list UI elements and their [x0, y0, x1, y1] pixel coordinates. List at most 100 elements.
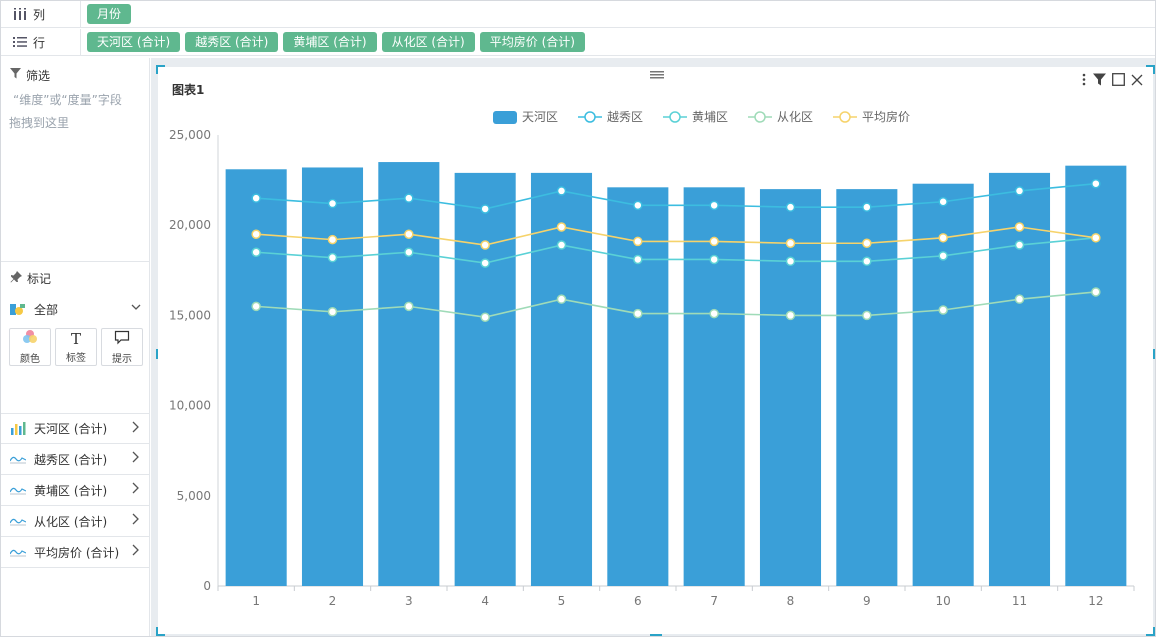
- point-从化区-8: [785, 310, 796, 321]
- point-黄埔区-3: [404, 247, 414, 258]
- legend-label-平均房价: 平均房价: [862, 109, 910, 124]
- bar-天河区-11: [988, 172, 1051, 586]
- row-pill-tianhe[interactable]: 天河区 (合计): [87, 32, 181, 52]
- point-平均房价-1: [251, 229, 261, 239]
- chevron-right-icon: [130, 451, 140, 466]
- row-pill-yuexiu[interactable]: 越秀区 (合计): [185, 32, 279, 52]
- chevron-right-icon: [130, 544, 140, 559]
- mark-buttons: 颜色 T 标签 提示: [9, 328, 143, 366]
- bar-天河区-4: [454, 172, 516, 586]
- resize-handle-left[interactable]: [156, 349, 158, 359]
- y-tick-label: 0: [203, 579, 211, 593]
- resize-handle-bottom-left[interactable]: [156, 627, 165, 636]
- bar-天河区-9: [836, 189, 898, 586]
- point-越秀区-8: [785, 202, 796, 212]
- filter-icon[interactable]: [1093, 73, 1106, 90]
- resize-handle-bottom[interactable]: [650, 634, 662, 636]
- chart-toolbar: [1081, 73, 1143, 90]
- resize-handle-top-left[interactable]: [156, 65, 165, 74]
- legend-swatch-天河区: [493, 111, 517, 124]
- line-chart-icon: [10, 516, 26, 526]
- series-item-conghua[interactable]: 从化区 (合计): [1, 506, 149, 537]
- x-tick-label: 8: [787, 594, 795, 608]
- row-pill-huangpu[interactable]: 黄埔区 (合计): [283, 32, 377, 52]
- series-line-黄埔区: [256, 237, 1096, 264]
- chevron-down-icon: [131, 301, 141, 315]
- columns-shelf: 列 月份: [1, 1, 1155, 28]
- point-从化区-7: [709, 308, 719, 319]
- line-chart-icon: [10, 454, 26, 464]
- point-黄埔区-8: [785, 256, 796, 267]
- row-pill-avg-price[interactable]: 平均房价 (合计): [479, 32, 585, 52]
- series-label: 越秀区 (合计): [34, 452, 108, 467]
- close-icon[interactable]: [1131, 74, 1143, 90]
- bar-天河区-7: [683, 187, 745, 586]
- resize-handle-right[interactable]: [1153, 349, 1155, 359]
- multi-chart-icon: [10, 302, 26, 316]
- tooltip-button[interactable]: 提示: [101, 328, 143, 366]
- tooltip-button-label: 提示: [112, 353, 132, 365]
- filter-title-text: 筛选: [26, 68, 51, 83]
- series-item-yuexiu[interactable]: 越秀区 (合计): [1, 444, 149, 475]
- series-label: 黄埔区 (合计): [34, 483, 108, 498]
- x-tick-label: 3: [405, 594, 413, 608]
- point-越秀区-10: [938, 196, 948, 207]
- point-从化区-2: [327, 307, 338, 317]
- y-tick-label: 25,000: [169, 128, 211, 142]
- bar-天河区-6: [607, 187, 669, 586]
- point-从化区-4: [480, 312, 490, 322]
- legend-marker-黄埔区: [669, 111, 681, 123]
- rows-shelf: 行 天河区 (合计) 越秀区 (合计) 黄埔区 (合计) 从化区 (合计) 平均…: [1, 29, 1155, 56]
- point-从化区-5: [556, 294, 567, 304]
- point-越秀区-9: [862, 202, 872, 212]
- filter-drop-hint-2[interactable]: 拖拽到这里: [9, 116, 70, 130]
- marks-all-dropdown[interactable]: 全部: [1, 296, 149, 322]
- bar-天河区-12: [1065, 165, 1127, 586]
- bar-天河区-10: [912, 183, 974, 586]
- x-tick-label: 10: [936, 594, 951, 608]
- color-button-label: 颜色: [20, 354, 40, 365]
- legend-label-天河区: 天河区: [522, 110, 558, 124]
- mark-series-list: 天河区 (合计) 越秀区 (合计) 黄埔区 (合计): [1, 413, 149, 568]
- point-黄埔区-11: [1014, 240, 1025, 250]
- point-从化区-1: [251, 301, 261, 312]
- maximize-icon[interactable]: [1112, 73, 1125, 90]
- filter-drop-hint[interactable]: “维度”或“度量”字段: [13, 93, 122, 107]
- resize-handle-bottom-right[interactable]: [1146, 627, 1155, 636]
- point-平均房价-3: [404, 229, 414, 239]
- x-tick-label: 5: [558, 594, 566, 608]
- point-平均房价-6: [633, 236, 643, 247]
- text-label-icon: T: [70, 329, 81, 348]
- point-黄埔区-7: [709, 254, 719, 265]
- series-item-tianhe[interactable]: 天河区 (合计): [1, 413, 149, 444]
- y-tick-label: 10,000: [169, 399, 211, 413]
- bar-天河区-8: [759, 189, 822, 586]
- x-tick-label: 1: [252, 594, 260, 608]
- color-button[interactable]: 颜色: [9, 328, 51, 366]
- resize-handle-top-right[interactable]: [1146, 65, 1155, 74]
- bar-天河区-3: [378, 162, 440, 586]
- column-pill-month[interactable]: 月份: [87, 4, 132, 24]
- point-从化区-9: [862, 310, 872, 321]
- series-item-avg-price[interactable]: 平均房价 (合计): [1, 537, 149, 568]
- chart-card[interactable]: 图表1 0 5,000 10,000 15,000 20,000 25,000 1 2 3 4 5 6…: [156, 65, 1155, 636]
- point-从化区-6: [633, 308, 643, 319]
- series-label: 天河区 (合计): [34, 422, 108, 436]
- drag-handle-icon[interactable]: [650, 68, 664, 79]
- more-vertical-icon[interactable]: [1081, 73, 1087, 90]
- series-item-huangpu[interactable]: 黄埔区 (合计): [1, 475, 149, 506]
- left-panel: 筛选 “维度”或“度量”字段 拖拽到这里 标记 全部 颜: [1, 58, 150, 636]
- x-tick-label: 12: [1088, 594, 1103, 608]
- chevron-right-icon: [130, 482, 140, 497]
- x-tick-label: 4: [481, 594, 489, 608]
- label-button[interactable]: T 标签: [55, 328, 97, 366]
- y-tick-label: 20,000: [169, 218, 211, 232]
- row-pill-conghua[interactable]: 从化区 (合计): [381, 32, 475, 52]
- point-黄埔区-9: [862, 256, 872, 267]
- point-黄埔区-6: [633, 254, 643, 265]
- point-黄埔区-10: [938, 251, 948, 261]
- point-平均房价-9: [862, 238, 872, 248]
- marks-all-label: 全部: [34, 302, 59, 317]
- point-越秀区-4: [480, 204, 490, 214]
